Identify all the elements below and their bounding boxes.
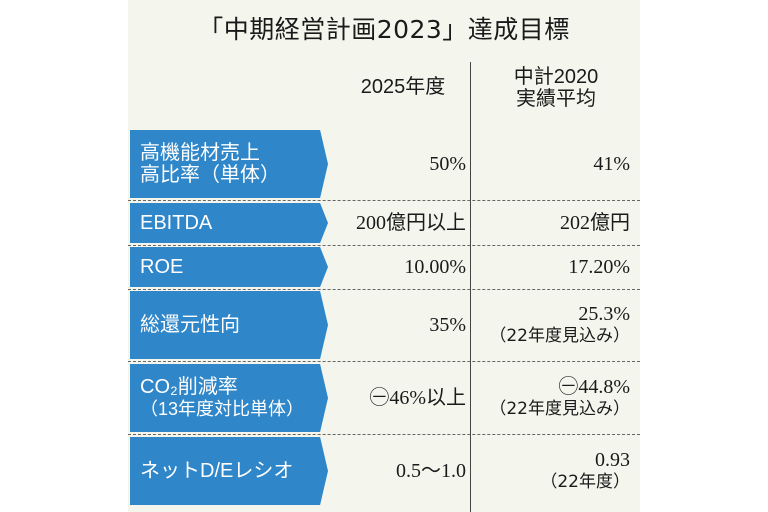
row-label-line2: （13年度対比単体）	[140, 399, 305, 419]
row-label-line1: EBITDA	[140, 212, 213, 234]
actual-note: （22年度見込み）	[489, 399, 630, 419]
table-row: CO₂削減率 （13年度対比単体） ㊀46%以上 ㊀44.8% （22年度見込み…	[128, 364, 640, 432]
row-label-line1: ネットD/Eレシオ	[140, 460, 294, 482]
target-value: ㊀46%以上	[369, 387, 466, 409]
actual-note: （22年度）	[540, 472, 630, 492]
row-label: CO₂削減率 （13年度対比単体）	[130, 364, 328, 432]
column-header-target: 2025年度	[360, 76, 446, 98]
column-header-actual-line1: 中計2020	[513, 66, 599, 88]
actual-main: 17.20%	[568, 256, 630, 278]
actual-value: 25.3% （22年度見込み）	[474, 291, 630, 359]
row-separator	[128, 361, 640, 363]
column-header-actual: 中計2020 実績平均	[476, 66, 636, 110]
column-header-actual-line2: 実績平均	[516, 88, 596, 110]
row-label-line1: ROE	[140, 256, 184, 278]
row-separator	[128, 200, 640, 202]
row-label-line2: 高比率（単体）	[140, 164, 280, 186]
row-label: EBITDA	[130, 203, 328, 243]
goals-table-panel: 「中期経営計画2023」達成目標 2025年度 中計2020 実績平均 高機能材…	[128, 0, 640, 512]
target-value: 35%	[429, 314, 466, 336]
row-label: ROE	[130, 247, 328, 287]
target-value: 0.5〜1.0	[396, 460, 466, 482]
row-separator	[128, 434, 640, 436]
row-label-line1: 高機能材売上	[140, 142, 260, 164]
target-value: 10.00%	[404, 256, 466, 278]
table-row: 総還元性向 35% 25.3% （22年度見込み）	[128, 291, 640, 359]
row-separator	[128, 245, 640, 247]
row-separator	[128, 289, 640, 291]
column-divider	[470, 62, 471, 512]
row-label: ネットD/Eレシオ	[130, 437, 328, 505]
actual-note: （22年度見込み）	[489, 326, 630, 346]
table-row: ネットD/Eレシオ 0.5〜1.0 0.93 （22年度）	[128, 437, 640, 505]
target-value: 200億円以上	[356, 212, 466, 234]
actual-value: 0.93 （22年度）	[474, 437, 630, 505]
target-value: 50%	[429, 153, 466, 175]
row-label: 総還元性向	[130, 291, 328, 359]
table-row: EBITDA 200億円以上 202億円	[128, 203, 640, 243]
table-row: 高機能材売上 高比率（単体） 50% 41%	[128, 130, 640, 198]
row-label-line1: CO₂削減率	[140, 376, 238, 398]
actual-value: ㊀44.8% （22年度見込み）	[474, 364, 630, 432]
row-label: 高機能材売上 高比率（単体）	[130, 130, 328, 198]
actual-main: 25.3%	[578, 303, 630, 325]
table-row: ROE 10.00% 17.20%	[128, 247, 640, 287]
actual-main: 41%	[593, 153, 630, 175]
actual-value: 17.20%	[474, 247, 630, 287]
table-title: 「中期経営計画2023」達成目標	[198, 15, 570, 44]
actual-value: 202億円	[474, 203, 630, 243]
actual-main: 202億円	[560, 212, 630, 234]
actual-value: 41%	[474, 130, 630, 198]
row-label-line1: 総還元性向	[140, 314, 240, 336]
actual-main: ㊀44.8%	[558, 376, 630, 398]
actual-main: 0.93	[595, 449, 630, 471]
